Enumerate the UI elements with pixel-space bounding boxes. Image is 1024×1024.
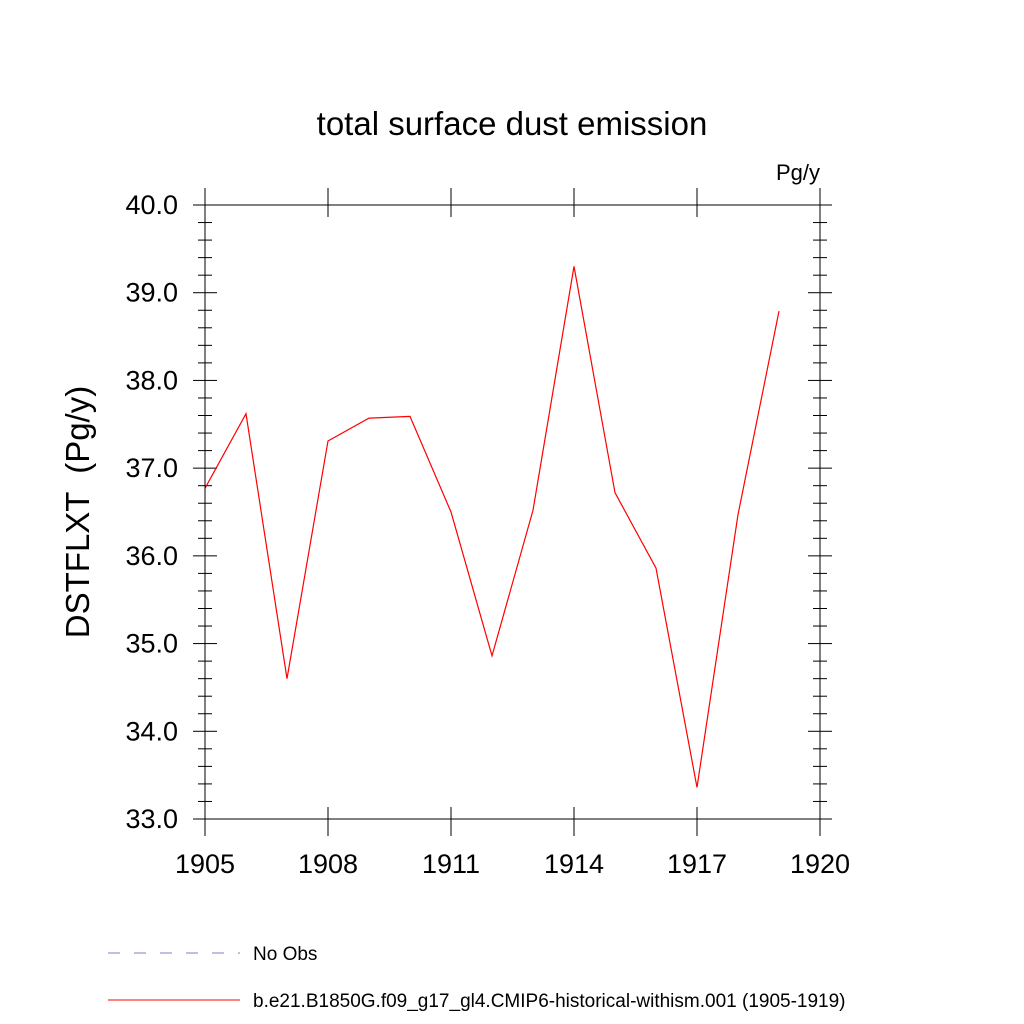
y-tick-label: 33.0 — [125, 804, 178, 834]
y-tick-label: 40.0 — [125, 190, 178, 220]
x-tick-label: 1911 — [422, 849, 480, 879]
tick-labels: 1905 1908 1911 1914 1917 1920 33.0 34.0 35.0 36.0… — [125, 190, 850, 879]
axis-ticks — [193, 188, 832, 836]
x-tick-label: 1905 — [175, 849, 235, 879]
y-tick-label: 36.0 — [125, 541, 178, 571]
x-tick-label: 1908 — [298, 849, 358, 879]
plot-frame — [204, 204, 821, 820]
y-tick-label: 35.0 — [125, 629, 178, 659]
y-axis-title: DSTFLXT (Pg/y) — [59, 386, 96, 638]
series-layer — [204, 266, 780, 788]
chart-title: total surface dust emission — [317, 105, 708, 142]
y-tick-label: 39.0 — [125, 278, 178, 308]
x-tick-label: 1920 — [790, 849, 850, 879]
y-tick-label: 38.0 — [125, 365, 178, 395]
units-label: Pg/y — [776, 160, 820, 185]
legend: No Obs b.e21.B1850G.f09_g17_gl4.CMIP6-hi… — [108, 944, 846, 1012]
legend-label-no-obs: No Obs — [253, 944, 317, 965]
y-tick-label: 37.0 — [125, 453, 178, 483]
x-tick-label: 1914 — [544, 849, 604, 879]
y-tick-label: 34.0 — [125, 716, 178, 746]
legend-label-model: b.e21.B1850G.f09_g17_gl4.CMIP6-historica… — [253, 991, 846, 1012]
x-tick-label: 1917 — [667, 849, 727, 879]
series-line — [204, 266, 780, 788]
